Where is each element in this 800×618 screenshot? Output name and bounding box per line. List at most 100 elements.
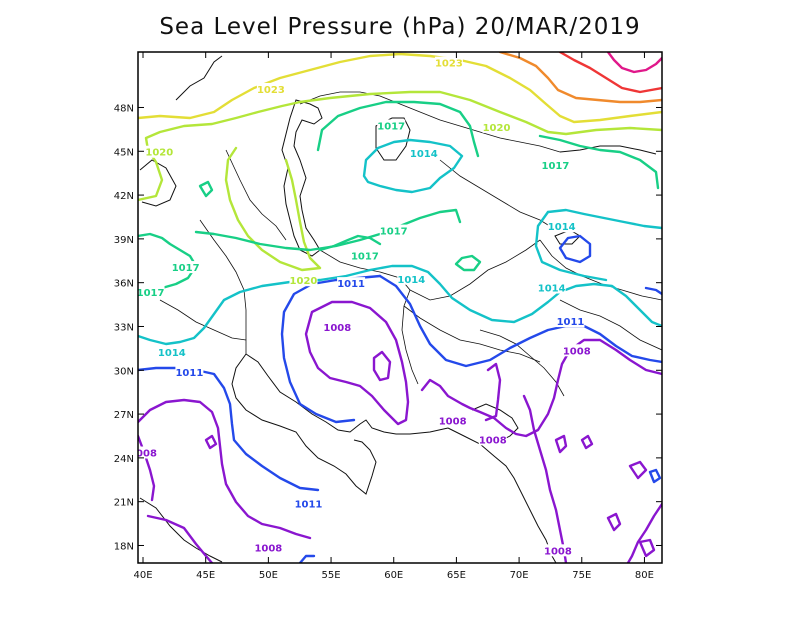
isobar-1008-south — [146, 514, 214, 563]
contour-label-1017: 1017 — [137, 288, 165, 299]
contour-label-background — [256, 82, 285, 95]
contour-label-background — [482, 120, 511, 133]
isobar-1029 — [558, 52, 662, 94]
india-gujarat-coast — [471, 403, 519, 443]
lat-tick-label: 27N — [114, 410, 134, 421]
contour-label-1008: 1008 — [129, 449, 157, 460]
contour-label-1017: 1017 — [172, 263, 200, 274]
contour-label-1011: 1011 — [337, 279, 365, 290]
lon-tick-label: 50E — [259, 570, 278, 581]
contour-label-1008: 1008 — [544, 546, 572, 557]
contour-label-1017: 1017 — [351, 251, 379, 262]
isobar-1020-caspian — [224, 146, 322, 272]
contour-labels: 1023 1023 1020 1020 1020 1017 1017 1017 1017 1017… — [129, 56, 591, 557]
contour-label-1014: 1014 — [158, 348, 186, 359]
lon-tick-label: 45E — [196, 570, 215, 581]
isobar-1008-ring-b — [638, 538, 656, 558]
contour-label-background — [438, 414, 467, 427]
lon-tick-label: 75E — [572, 570, 591, 581]
contour-label-background — [350, 249, 379, 262]
contour-label-1023: 1023 — [257, 85, 285, 96]
lon-tick-label: 80E — [635, 570, 654, 581]
northern-coast — [175, 55, 223, 101]
chart-title: Sea Level Pressure (hPa) 20/MAR/2019 — [159, 14, 641, 40]
coastlines — [139, 55, 657, 563]
contour-label-1017: 1017 — [542, 161, 570, 172]
contour-label-background — [377, 119, 406, 132]
contour-label-background — [138, 446, 158, 459]
isobar-1017-east — [538, 134, 660, 190]
isobar-1017-ring — [316, 100, 480, 158]
isobar-1008-india-west — [484, 362, 502, 422]
contour-label-background — [379, 224, 408, 237]
isobar-1008-ring-e — [628, 460, 648, 480]
contour-label-background — [145, 145, 174, 158]
contour-label-background — [289, 274, 318, 287]
red-sea-coast — [139, 497, 223, 563]
isobar-1017-ring-pakistan — [454, 254, 482, 272]
isobar-1008-ring-d — [580, 434, 594, 450]
isobar-1008-pakistan — [420, 338, 662, 438]
isobar-1023-north — [138, 52, 662, 124]
contour-label-1023: 1023 — [435, 59, 463, 70]
contour-label-1008: 1008 — [323, 323, 351, 334]
contour-label-background — [541, 158, 570, 171]
black-sea-coast — [139, 159, 177, 207]
contour-label-1017: 1017 — [380, 227, 408, 238]
persian-gulf-coast — [245, 353, 449, 435]
isobar-1032 — [606, 52, 662, 74]
isobar-1017-small — [198, 180, 214, 198]
contour-label-1014: 1014 — [397, 275, 425, 286]
lat-tick-label: 33N — [114, 322, 134, 333]
isobar-1008-india-east — [626, 502, 662, 563]
isobar-1014-east — [546, 208, 662, 230]
contour-label-1014: 1014 — [548, 222, 576, 233]
isobar-1008-ring-c — [554, 434, 568, 454]
lon-tick-label: 40E — [133, 570, 152, 581]
contour-label-1017: 1017 — [377, 121, 405, 132]
contour-label-background — [537, 281, 566, 294]
lat-tick-label: 42N — [114, 191, 134, 202]
contour-label-1020: 1020 — [145, 148, 173, 159]
lat-tick-label: 48N — [114, 103, 134, 114]
contour-label-1014: 1014 — [410, 149, 438, 160]
isobar-1008-ring-f — [204, 434, 218, 450]
contour-label-background — [323, 320, 352, 333]
contour-label-1020: 1020 — [290, 276, 318, 287]
contour-label-1008: 1008 — [439, 416, 467, 427]
contour-label-background — [294, 497, 323, 510]
lat-tick-label: 21N — [114, 498, 134, 509]
caspian-sea-coast — [281, 99, 323, 257]
isobar-1011-bottom — [298, 554, 316, 563]
isobar-1014-aral — [362, 138, 464, 194]
contour-label-1008: 1008 — [479, 435, 507, 446]
isobar-1008-india — [522, 394, 568, 563]
isobar-1011-loop — [558, 234, 592, 264]
lat-tick-label: 45N — [114, 147, 134, 158]
contour-label-background — [478, 433, 507, 446]
contour-label-background — [562, 344, 591, 357]
isobar-1008-ring-a — [606, 512, 622, 532]
contour-label-1011: 1011 — [295, 500, 323, 511]
lat-tick-label: 36N — [114, 279, 134, 290]
contour-label-background — [409, 147, 438, 160]
contour-label-background — [543, 544, 572, 557]
lat-tick-label: 24N — [114, 454, 134, 465]
plot-frame — [137, 51, 663, 564]
contour-label-1008: 1008 — [254, 543, 282, 554]
isobar-1026 — [498, 52, 662, 104]
india-west-coast — [447, 427, 557, 563]
contour-label-background — [254, 541, 283, 554]
isobar-1008-spot — [372, 350, 392, 382]
isobar-1011-central — [280, 274, 382, 424]
contour-label-background — [547, 220, 576, 233]
lon-tick-label: 65E — [447, 570, 466, 581]
isobar-1011-small — [648, 468, 662, 484]
lon-tick-label: 60E — [384, 570, 403, 581]
contour-label-background — [556, 315, 585, 328]
isobar-1014-loop — [534, 210, 608, 282]
isobar-1017-caspian-south — [318, 234, 382, 252]
contour-label-1011: 1011 — [175, 368, 203, 379]
contour-label-1020: 1020 — [483, 123, 511, 134]
